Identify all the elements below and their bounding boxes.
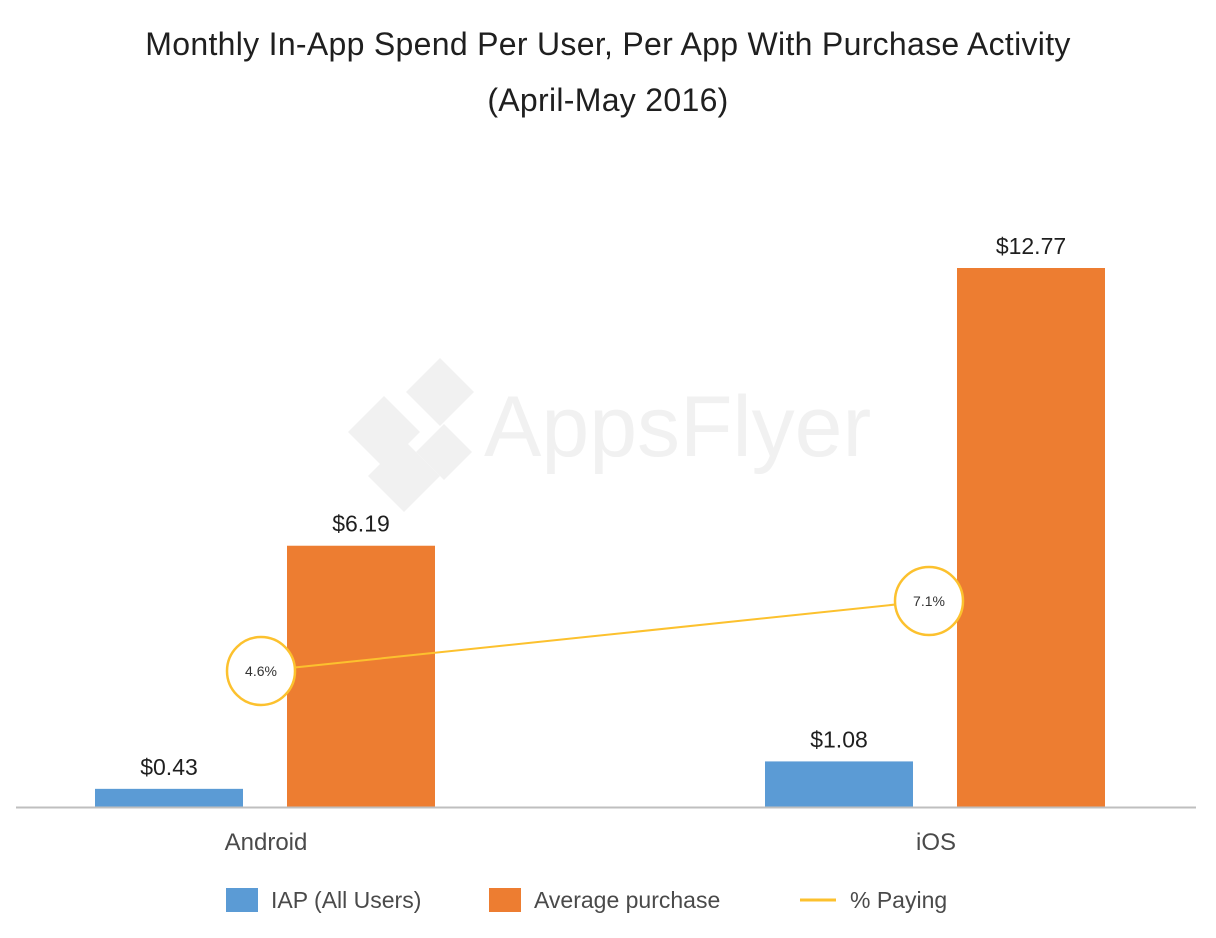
bar-avg-ios [957, 268, 1105, 807]
paying-point-android [225, 635, 297, 707]
chart-title: Monthly In-App Spend Per User, Per App W… [145, 26, 1070, 62]
legend-label-iap: IAP (All Users) [271, 887, 421, 913]
x-tick-android: Android [225, 829, 308, 856]
bar-label-avg-ios: $12.77 [996, 233, 1066, 259]
appsflyer-logo-icon [348, 358, 474, 512]
bar-label-iap-android: $0.43 [140, 754, 198, 780]
paying-label-ios: 7.1% [913, 593, 945, 609]
line-layer: 4.6% 7.1% [225, 565, 965, 707]
legend-swatch-iap [226, 888, 258, 912]
axis-layer: Android iOS [16, 806, 1196, 856]
paying-label-android: 4.6% [245, 663, 277, 679]
chart-subtitle: (April-May 2016) [487, 82, 728, 118]
legend-label-avg: Average purchase [534, 887, 720, 913]
bars-layer: $0.43 $1.08 $6.19 $12.77 [95, 233, 1105, 807]
watermark: AppsFlyer [348, 358, 871, 512]
legend-swatch-avg [489, 888, 521, 912]
bar-iap-android [95, 788, 243, 807]
watermark-text: AppsFlyer [484, 379, 871, 475]
paying-line [260, 600, 930, 672]
bar-label-avg-android: $6.19 [332, 511, 390, 537]
bar-iap-ios [765, 761, 913, 807]
legend: IAP (All Users) Average purchase % Paying [226, 887, 947, 913]
legend-label-paying: % Paying [850, 887, 947, 913]
paying-point-ios [893, 565, 965, 637]
bar-label-iap-ios: $1.08 [810, 726, 868, 752]
x-tick-ios: iOS [916, 829, 956, 856]
bar-avg-android [287, 545, 435, 807]
